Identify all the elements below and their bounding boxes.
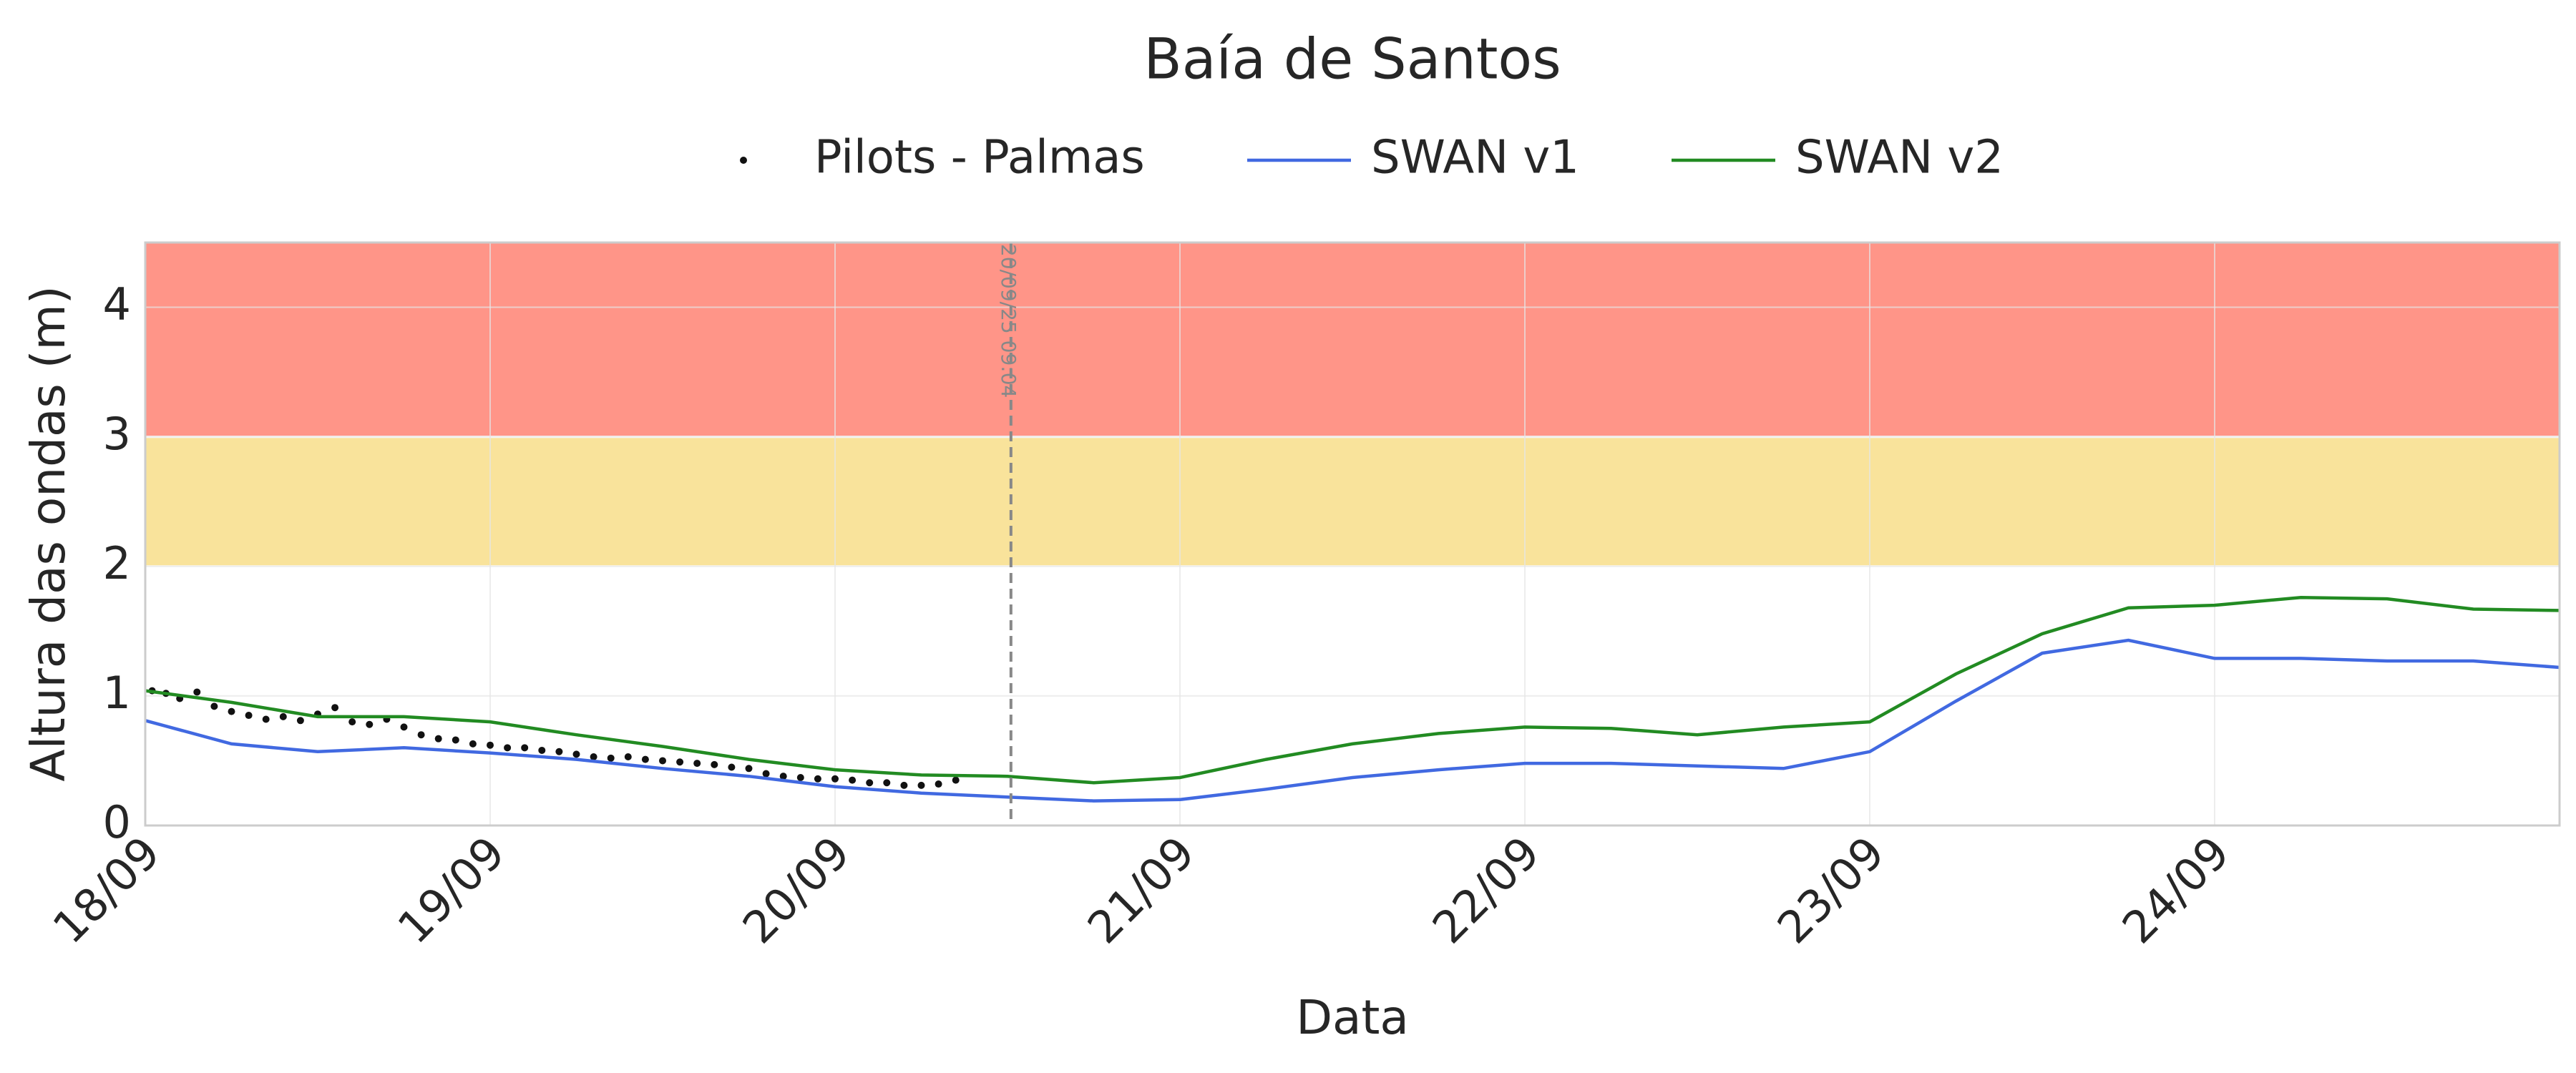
plot-frame [144, 241, 2561, 827]
data-point [555, 748, 563, 755]
data-point [711, 760, 718, 768]
data-point [296, 717, 304, 725]
data-point [641, 755, 649, 763]
data-point [917, 781, 925, 789]
x-tick-label: 24/09 [2112, 826, 2240, 954]
data-point [228, 707, 235, 715]
data-point [348, 718, 356, 726]
x-tick-label: 21/09 [1078, 826, 1205, 954]
data-point [849, 776, 857, 784]
data-point [814, 775, 821, 783]
data-point [469, 740, 477, 748]
data-point [624, 753, 632, 761]
x-tick-label: 19/09 [388, 826, 515, 954]
data-point [538, 746, 546, 754]
data-point [866, 779, 874, 787]
data-point [400, 723, 408, 731]
data-point [210, 702, 218, 710]
y-tick-label: 0 [103, 796, 131, 848]
data-point [504, 744, 512, 752]
data-point [607, 754, 615, 762]
y-tick-label: 1 [103, 667, 131, 719]
legend-label: SWAN v1 [1371, 132, 1579, 185]
data-point [331, 704, 339, 712]
chart-title: Baía de Santos [1143, 27, 1561, 92]
data-point [487, 741, 494, 749]
data-point [693, 760, 701, 768]
data-point [745, 765, 753, 773]
series-line [145, 595, 2560, 785]
data-point [779, 773, 787, 780]
data-point [728, 763, 736, 771]
data-point [762, 770, 770, 778]
y-tick-label: 3 [103, 408, 131, 460]
data-point [366, 720, 374, 728]
data-point [572, 750, 580, 758]
x-axis-label: Data [1296, 990, 1409, 1045]
data-point [262, 715, 270, 723]
data-point [245, 712, 253, 720]
data-point [883, 779, 891, 787]
y-tick-label: 2 [103, 537, 131, 589]
legend-marker [740, 157, 747, 164]
threshold-band [144, 241, 2561, 438]
data-point [193, 688, 201, 696]
data-point [676, 758, 684, 766]
threshold-band [144, 436, 2561, 568]
data-point [417, 731, 425, 739]
series-line [145, 638, 2560, 803]
data-point [590, 753, 597, 761]
data-point [952, 776, 960, 784]
data-point [935, 780, 942, 788]
x-tick-label: 22/09 [1423, 826, 1550, 954]
y-tick-label: 4 [103, 278, 131, 330]
data-point [900, 781, 908, 789]
data-point [279, 712, 287, 720]
legend-label: SWAN v2 [1795, 132, 2004, 185]
data-point [659, 757, 666, 765]
data-point [452, 736, 459, 744]
data-point [521, 744, 529, 752]
legend-label: Pilots - Palmas [814, 132, 1145, 185]
data-point [434, 735, 442, 743]
data-point [796, 773, 804, 781]
x-tick-label: 23/09 [1767, 826, 1895, 954]
y-axis-label: Altura das ondas (m) [21, 285, 76, 781]
reference-label: 20/09/25 09:04 [997, 244, 1020, 398]
data-point [831, 775, 839, 783]
x-tick-label: 20/09 [733, 826, 860, 954]
